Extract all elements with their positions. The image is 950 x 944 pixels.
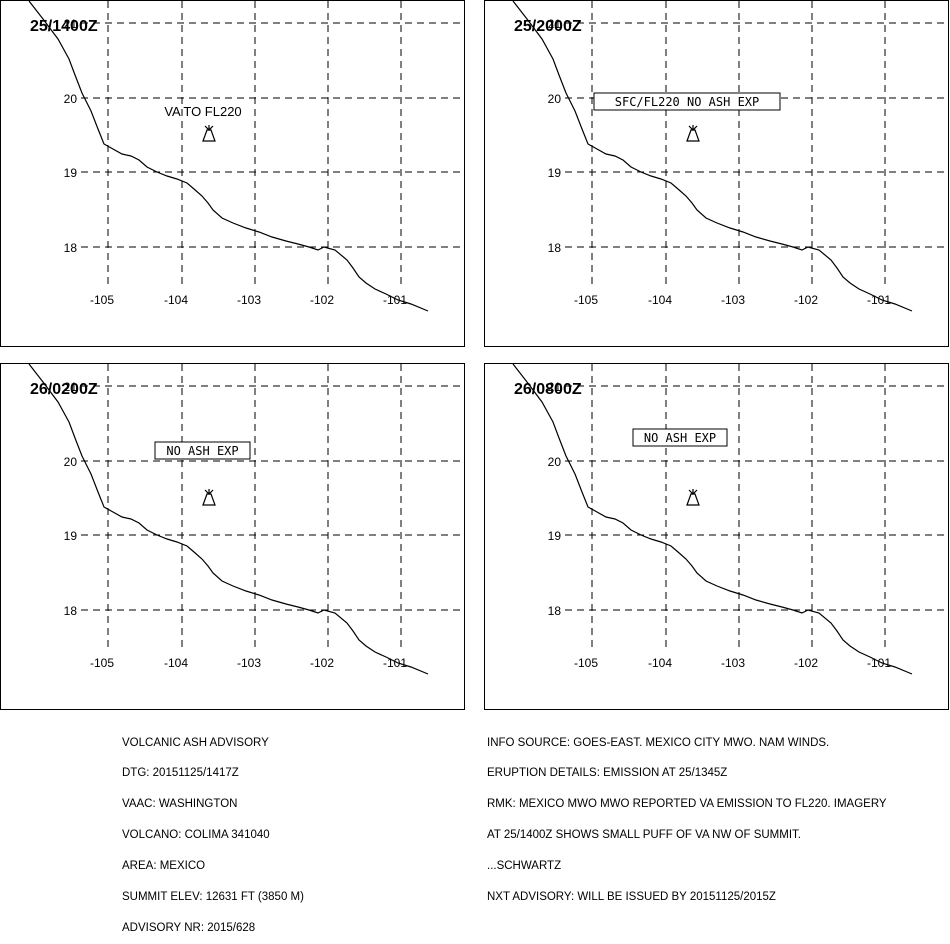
coastline (512, 364, 913, 675)
annotation-box (632, 428, 728, 447)
longitude-label: -102 (310, 656, 334, 670)
longitude-label: -101 (867, 656, 891, 670)
latitude-label: 21 (548, 17, 562, 31)
latitude-label: 20 (64, 455, 78, 469)
longitude-label: -102 (794, 293, 818, 307)
forecast-time-label: 26/0200Z (30, 381, 98, 398)
forecast-time-label: 26/0800Z (514, 381, 582, 398)
advisory-line: VAAC: WASHINGTON (122, 798, 238, 811)
volcano-icon (202, 489, 216, 506)
latitude-label: 21 (64, 380, 78, 394)
annotation-box (593, 92, 781, 111)
map-svg: 21 20 19 18 -105 -104 -103 -102 -101 NO ASH EXP (28, 364, 464, 675)
annotation-box (154, 441, 251, 460)
advisory-line: DTG: 20151125/1417Z (122, 767, 239, 780)
latitude-label: 19 (64, 529, 78, 543)
advisory-line: INFO SOURCE: GOES-EAST. MEXICO CITY MWO.… (487, 736, 830, 749)
latitude-label: 18 (548, 241, 562, 255)
latitude-label: 18 (64, 604, 78, 618)
advisory-line: NXT ADVISORY: WILL BE ISSUED BY 20151125… (487, 891, 776, 904)
advisory-line: VOLCANO: COLIMA 341040 (122, 829, 270, 842)
forecast-time-label: 25/1400Z (30, 18, 98, 35)
map-panel-1: 21 20 19 18 -105 -104 -103 -102 -101 VA TO FL220 … (0, 0, 465, 347)
volcano-icon (202, 125, 216, 142)
map-panel-4: 21 20 19 18 -105 -104 -103 -102 -101 NO ASH EXP 2… (484, 363, 949, 710)
longitude-label: -101 (383, 656, 407, 670)
latitude-label: 18 (64, 241, 78, 255)
advisory-info-left: VOLCANIC ASH ADVISORY DTG: 20151125/1417… (122, 717, 304, 944)
advisory-line: VOLCANIC ASH ADVISORY (122, 736, 269, 749)
latitude-label: 20 (548, 92, 562, 106)
coastline (28, 364, 429, 675)
coastline (512, 1, 913, 312)
volcano-icon (686, 489, 700, 506)
ash-annotation-label: NO ASH EXP (166, 444, 238, 458)
forecast-time-label: 25/2000Z (514, 18, 582, 35)
volcano-icon (686, 125, 700, 142)
latitude-label: 19 (548, 529, 562, 543)
latitude-label: 21 (548, 380, 562, 394)
longitude-label: -104 (648, 293, 672, 307)
advisory-line: ADVISORY NR: 2015/628 (122, 921, 256, 934)
longitude-label: -104 (164, 293, 188, 307)
map-svg: 21 20 19 18 -105 -104 -103 -102 -101 VA TO FL220 (28, 1, 464, 312)
ash-annotation-label: NO ASH EXP (644, 431, 716, 445)
coastline (28, 1, 429, 312)
advisory-line: AREA: MEXICO (122, 860, 206, 873)
advisory-info-right: INFO SOURCE: GOES-EAST. MEXICO CITY MWO.… (487, 717, 887, 913)
longitude-label: -105 (90, 656, 114, 670)
latitude-label: 19 (64, 166, 78, 180)
longitude-label: -104 (648, 656, 672, 670)
latitude-label: 20 (548, 455, 562, 469)
latitude-label: 20 (64, 92, 78, 106)
longitude-label: -103 (721, 293, 745, 307)
longitude-label: -101 (867, 293, 891, 307)
latitude-label: 19 (548, 166, 562, 180)
advisory-line: ...SCHWARTZ (487, 860, 562, 873)
longitude-label: -103 (237, 656, 261, 670)
advisory-line: ERUPTION DETAILS: EMISSION AT 25/1345Z (487, 767, 728, 780)
advisory-line: RMK: MEXICO MWO MWO REPORTED VA EMISSION… (487, 798, 887, 811)
longitude-label: -103 (237, 293, 261, 307)
latitude-label: 18 (548, 604, 562, 618)
ash-annotation-label: SFC/FL220 NO ASH EXP (615, 95, 760, 109)
map-svg: 21 20 19 18 -105 -104 -103 -102 -101 NO ASH EXP (512, 364, 948, 675)
longitude-label: -101 (383, 293, 407, 307)
map-svg: 21 20 19 18 -105 -104 -103 -102 -101 SFC/FL220 NO… (512, 1, 948, 312)
longitude-label: -105 (574, 656, 598, 670)
longitude-label: -102 (794, 656, 818, 670)
latitude-label: 21 (64, 17, 78, 31)
longitude-label: -102 (310, 293, 334, 307)
ash-annotation-label: VA TO FL220 (164, 104, 241, 119)
longitude-label: -104 (164, 656, 188, 670)
map-panel-2: 21 20 19 18 -105 -104 -103 -102 -101 SFC/FL220 NO… (484, 0, 949, 347)
map-panel-3: 21 20 19 18 -105 -104 -103 -102 -101 NO ASH EXP 2… (0, 363, 465, 710)
longitude-label: -103 (721, 656, 745, 670)
advisory-line: SUMMIT ELEV: 12631 FT (3850 M) (122, 891, 304, 904)
longitude-label: -105 (90, 293, 114, 307)
advisory-line: AT 25/1400Z SHOWS SMALL PUFF OF VA NW OF… (487, 829, 801, 842)
longitude-label: -105 (574, 293, 598, 307)
